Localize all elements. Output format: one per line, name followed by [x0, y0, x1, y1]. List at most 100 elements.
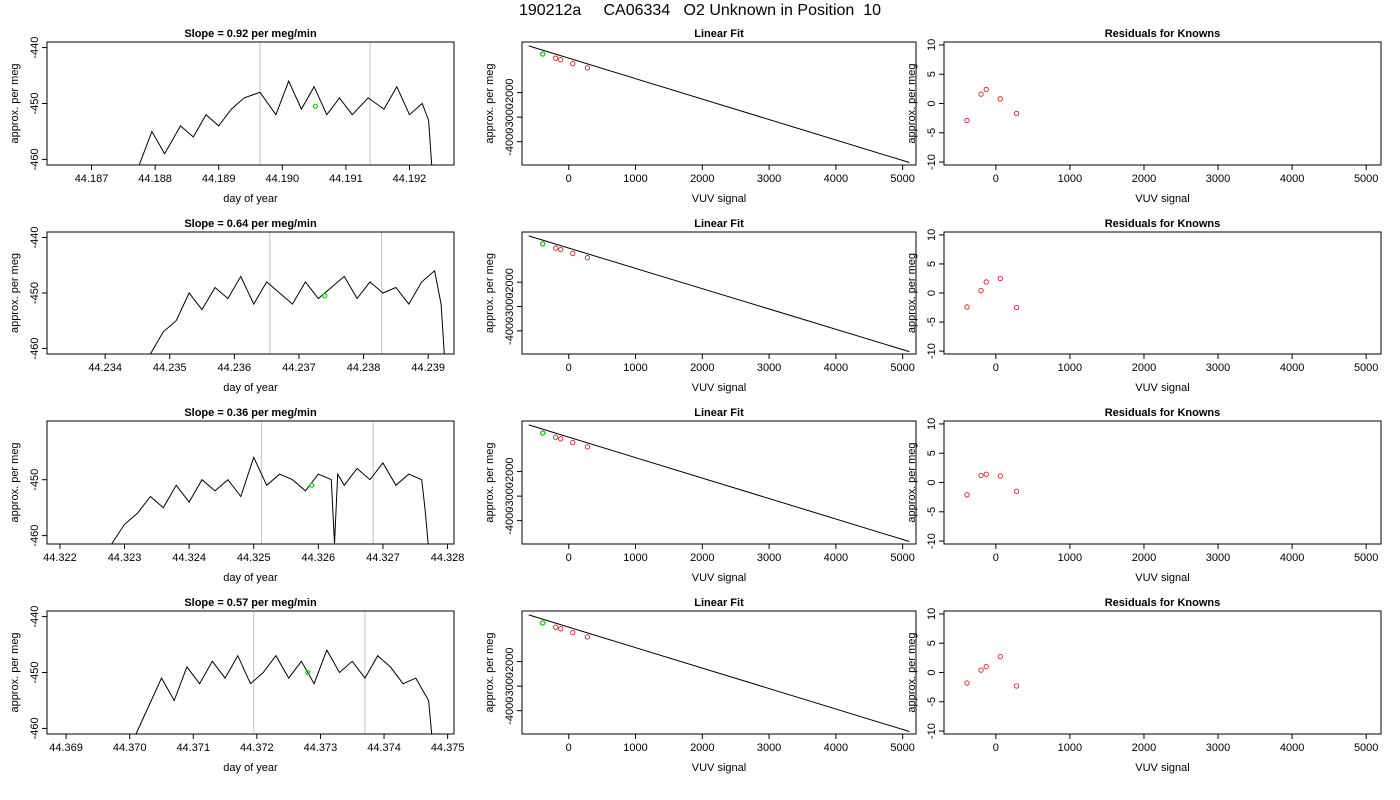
data-point: [978, 288, 984, 294]
x-tick-label: 2000: [690, 173, 714, 185]
plot-frame: [46, 41, 455, 166]
y-tick-label: -5: [926, 507, 938, 517]
x-axis-label: VUV signal: [692, 762, 746, 774]
data-point: [570, 439, 576, 446]
plot-frame: [943, 610, 1382, 735]
x-tick-label: 5000: [1354, 552, 1378, 564]
data-point: [570, 629, 576, 636]
x-tick-label: 4000: [824, 742, 848, 754]
x-tick-label: 0: [566, 552, 572, 564]
x-tick-label: 44.374: [367, 742, 401, 754]
data-point: [553, 624, 559, 630]
x-axis-label: day of year: [223, 382, 278, 394]
y-tick-label: -5: [926, 697, 938, 707]
y-tick-label: 5: [926, 261, 938, 267]
data-point: [553, 245, 559, 251]
y-tick-label: -3000: [504, 672, 516, 700]
data-point: [978, 472, 984, 479]
x-tick-label: 44.238: [347, 362, 381, 374]
y-tick-label: -4000: [504, 507, 516, 535]
panel-title: Linear Fit: [694, 597, 744, 609]
x-tick-label: 44.191: [329, 173, 363, 185]
x-tick-label: 0: [993, 173, 999, 185]
y-tick-label: -450: [29, 469, 41, 491]
x-axis-label: VUV signal: [692, 193, 746, 205]
x-tick-label: 4000: [1280, 362, 1304, 374]
x-tick-label: 5000: [1354, 742, 1378, 754]
highlight-marker: [540, 620, 546, 626]
y-tick-label: -440: [29, 37, 41, 59]
y-tick-label: -460: [29, 148, 41, 170]
y-tick-label: -3000: [504, 482, 516, 510]
x-axis-label: VUV signal: [1135, 762, 1189, 774]
y-tick-label: -4000: [504, 128, 516, 156]
panel-title: Linear Fit: [694, 28, 744, 40]
y-tick-label: -5: [926, 128, 938, 138]
x-tick-label: 1000: [623, 362, 647, 374]
data-point: [964, 492, 970, 498]
y-tick-label: -460: [29, 337, 41, 359]
x-tick-label: 44.236: [218, 362, 252, 374]
x-tick-label: 2000: [690, 742, 714, 754]
data-point: [983, 471, 989, 477]
x-tick-label: 3000: [757, 362, 781, 374]
x-tick-label: 5000: [890, 552, 914, 564]
plot-frame: [943, 420, 1382, 545]
x-tick-label: 2000: [1132, 362, 1156, 374]
plot-frame: [521, 231, 917, 355]
panel-7: Slope = 0.36 per meg/min 44.322 44.323 44.3…: [9, 407, 464, 584]
highlight-marker: [540, 430, 546, 436]
x-tick-label: 44.325: [237, 552, 271, 564]
y-axis-label: approx. per meg: [906, 632, 918, 712]
x-tick-label: 1000: [1058, 552, 1082, 564]
data-point: [964, 117, 970, 124]
x-tick-label: 44.373: [304, 742, 338, 754]
panel-3: Residuals for Knowns 0 1000 2000 3000 4000 500…: [906, 28, 1382, 205]
x-axis-label: VUV signal: [692, 382, 746, 394]
y-tick-label: -10: [926, 533, 938, 549]
x-tick-label: 4000: [824, 552, 848, 564]
y-axis-label: approx. per meg: [9, 253, 21, 333]
series-line: [528, 45, 910, 163]
x-tick-label: 1000: [1058, 362, 1082, 374]
y-axis-label: approx. per meg: [906, 442, 918, 522]
x-axis-label: VUV signal: [1135, 572, 1189, 584]
x-tick-label: 44.237: [282, 362, 316, 374]
data-point: [978, 667, 984, 673]
panel-title: Residuals for Knowns: [1105, 218, 1221, 230]
y-axis-label: approx. per meg: [906, 253, 918, 333]
series-line: [138, 79, 433, 165]
y-tick-label: -450: [29, 661, 41, 683]
x-axis-label: day of year: [223, 572, 278, 584]
x-tick-label: 2000: [1132, 173, 1156, 185]
panel-title: Slope = 0.64 per meg/min: [184, 218, 317, 230]
y-tick-label: -5: [926, 317, 938, 327]
highlight-marker: [540, 51, 546, 57]
x-tick-label: 1000: [623, 742, 647, 754]
x-axis-label: VUV signal: [1135, 193, 1189, 205]
y-tick-label: -2000: [504, 268, 516, 296]
data-point: [997, 96, 1003, 102]
panel-4: Slope = 0.64 per meg/min 44.234 44.235 44.2…: [9, 218, 455, 394]
x-tick-label: 44.369: [49, 742, 83, 754]
x-tick-label: 3000: [757, 742, 781, 754]
x-tick-label: 44.189: [202, 173, 236, 185]
y-tick-label: 10: [926, 39, 938, 51]
x-tick-label: 1000: [1058, 742, 1082, 754]
x-tick-label: 3000: [757, 552, 781, 564]
plot-frame: [46, 610, 455, 735]
x-tick-label: 0: [993, 742, 999, 754]
series-line: [149, 269, 445, 354]
y-tick-label: 0: [926, 479, 938, 485]
data-point: [584, 65, 591, 71]
data-point: [978, 91, 984, 97]
data-point: [1013, 488, 1020, 494]
x-tick-label: 3000: [1206, 552, 1230, 564]
y-tick-label: -460: [29, 717, 41, 739]
x-tick-label: 44.370: [113, 742, 147, 754]
data-point: [584, 444, 591, 450]
panel-title: Linear Fit: [694, 407, 744, 419]
plot-frame: [943, 41, 1382, 166]
x-tick-label: 44.235: [153, 362, 187, 374]
data-point: [553, 55, 559, 61]
